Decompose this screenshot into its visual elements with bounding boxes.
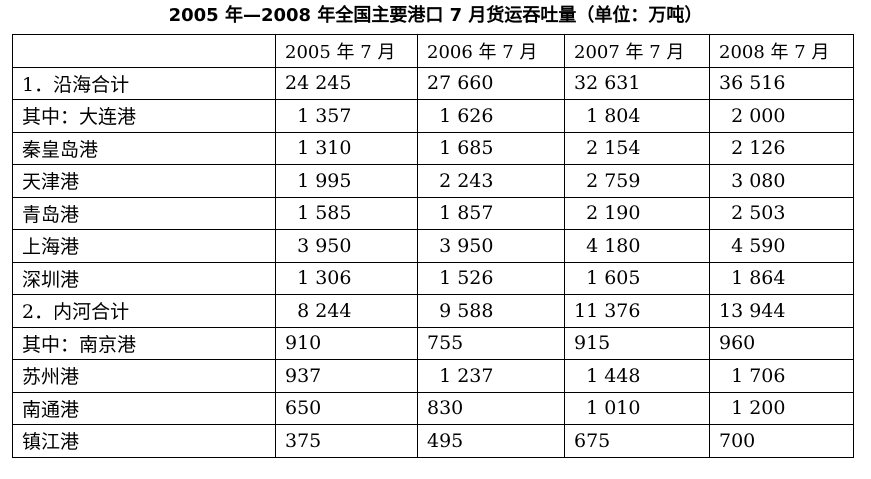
value-2005-cell: 8 244 <box>275 294 418 328</box>
value-2005-cell: 24 245 <box>275 66 418 100</box>
value-2008-cell: 4 590 <box>709 229 854 263</box>
table-row: 其中：大连港 1 357 1 626 1 804 2 000 <box>12 99 854 133</box>
port-name-cell: 秦皇岛港 <box>12 131 276 165</box>
value-2008-cell: 3 080 <box>709 164 854 198</box>
port-name-cell: 1．沿海合计 <box>12 66 276 100</box>
table-row: 2．内河合计 8 244 9 588 11 376 13 944 <box>12 294 854 328</box>
table-row: 深圳港 1 306 1 526 1 605 1 864 <box>12 261 854 295</box>
header-cell-2007: 2007 年 7 月 <box>564 34 710 68</box>
value-2007-cell: 2 759 <box>564 164 710 198</box>
table-row: 镇江港 375 495 675 700 <box>12 424 854 458</box>
value-2006-cell: 1 857 <box>417 196 565 230</box>
value-2007-cell: 11 376 <box>564 294 710 328</box>
value-2006-cell: 1 685 <box>417 131 565 165</box>
value-2007-cell: 1 605 <box>564 261 710 295</box>
value-2005-cell: 650 <box>275 391 418 425</box>
header-cell-2006: 2006 年 7 月 <box>417 34 565 68</box>
value-2008-cell: 13 944 <box>709 294 854 328</box>
table-row: 天津港 1 995 2 243 2 759 3 080 <box>12 164 854 198</box>
table-row: 其中：南京港 910 755 915 960 <box>12 326 854 360</box>
value-2005-cell: 3 950 <box>275 229 418 263</box>
value-2006-cell: 9 588 <box>417 294 565 328</box>
value-2005-cell: 375 <box>275 424 418 458</box>
table-row: 南通港 650 830 1 010 1 200 <box>12 391 854 425</box>
value-2006-cell: 1 237 <box>417 359 565 393</box>
value-2007-cell: 1 010 <box>564 391 710 425</box>
port-name-cell: 镇江港 <box>12 424 276 458</box>
value-2008-cell: 960 <box>709 326 854 360</box>
value-2007-cell: 32 631 <box>564 66 710 100</box>
value-2008-cell: 2 000 <box>709 99 854 133</box>
value-2008-cell: 1 864 <box>709 261 854 295</box>
port-name-cell: 天津港 <box>12 164 276 198</box>
value-2006-cell: 1 526 <box>417 261 565 295</box>
table-row: 秦皇岛港 1 310 1 685 2 154 2 126 <box>12 131 854 165</box>
port-name-cell: 苏州港 <box>12 359 276 393</box>
value-2008-cell: 1 706 <box>709 359 854 393</box>
value-2005-cell: 1 310 <box>275 131 418 165</box>
value-2008-cell: 1 200 <box>709 391 854 425</box>
header-cell-blank <box>12 34 276 68</box>
value-2007-cell: 915 <box>564 326 710 360</box>
value-2005-cell: 1 357 <box>275 99 418 133</box>
port-name-cell: 2．内河合计 <box>12 294 276 328</box>
value-2006-cell: 2 243 <box>417 164 565 198</box>
value-2007-cell: 1 804 <box>564 99 710 133</box>
value-2007-cell: 1 448 <box>564 359 710 393</box>
value-2006-cell: 830 <box>417 391 565 425</box>
header-row: 2005 年 7 月 2006 年 7 月 2007 年 7 月 2008 年 … <box>12 34 854 68</box>
value-2008-cell: 36 516 <box>709 66 854 100</box>
value-2005-cell: 1 995 <box>275 164 418 198</box>
value-2006-cell: 3 950 <box>417 229 565 263</box>
value-2007-cell: 2 154 <box>564 131 710 165</box>
port-name-cell: 其中：大连港 <box>12 99 276 133</box>
port-name-cell: 南通港 <box>12 391 276 425</box>
value-2008-cell: 700 <box>709 424 854 458</box>
value-2008-cell: 2 126 <box>709 131 854 165</box>
table-title: 2005 年—2008 年全国主要港口 7 月货运吞吐量（单位：万吨） <box>168 5 703 26</box>
table-row: 青岛港 1 585 1 857 2 190 2 503 <box>12 196 854 230</box>
table-row: 1．沿海合计 24 245 27 660 32 631 36 516 <box>12 66 854 100</box>
port-name-cell: 青岛港 <box>12 196 276 230</box>
port-name-cell: 深圳港 <box>12 261 276 295</box>
header-cell-2008: 2008 年 7 月 <box>709 34 854 68</box>
port-name-cell: 其中：南京港 <box>12 326 276 360</box>
value-2006-cell: 755 <box>417 326 565 360</box>
value-2005-cell: 937 <box>275 359 418 393</box>
value-2006-cell: 1 626 <box>417 99 565 133</box>
header-cell-2005: 2005 年 7 月 <box>275 34 418 68</box>
table-row: 上海港 3 950 3 950 4 180 4 590 <box>12 229 854 263</box>
value-2007-cell: 2 190 <box>564 196 710 230</box>
value-2005-cell: 910 <box>275 326 418 360</box>
value-2007-cell: 4 180 <box>564 229 710 263</box>
value-2005-cell: 1 306 <box>275 261 418 295</box>
table-row: 苏州港 937 1 237 1 448 1 706 <box>12 359 854 393</box>
freight-table: 2005 年 7 月 2006 年 7 月 2007 年 7 月 2008 年 … <box>12 34 854 458</box>
value-2006-cell: 495 <box>417 424 565 458</box>
value-2008-cell: 2 503 <box>709 196 854 230</box>
port-name-cell: 上海港 <box>12 229 276 263</box>
value-2007-cell: 675 <box>564 424 710 458</box>
value-2006-cell: 27 660 <box>417 66 565 100</box>
value-2005-cell: 1 585 <box>275 196 418 230</box>
